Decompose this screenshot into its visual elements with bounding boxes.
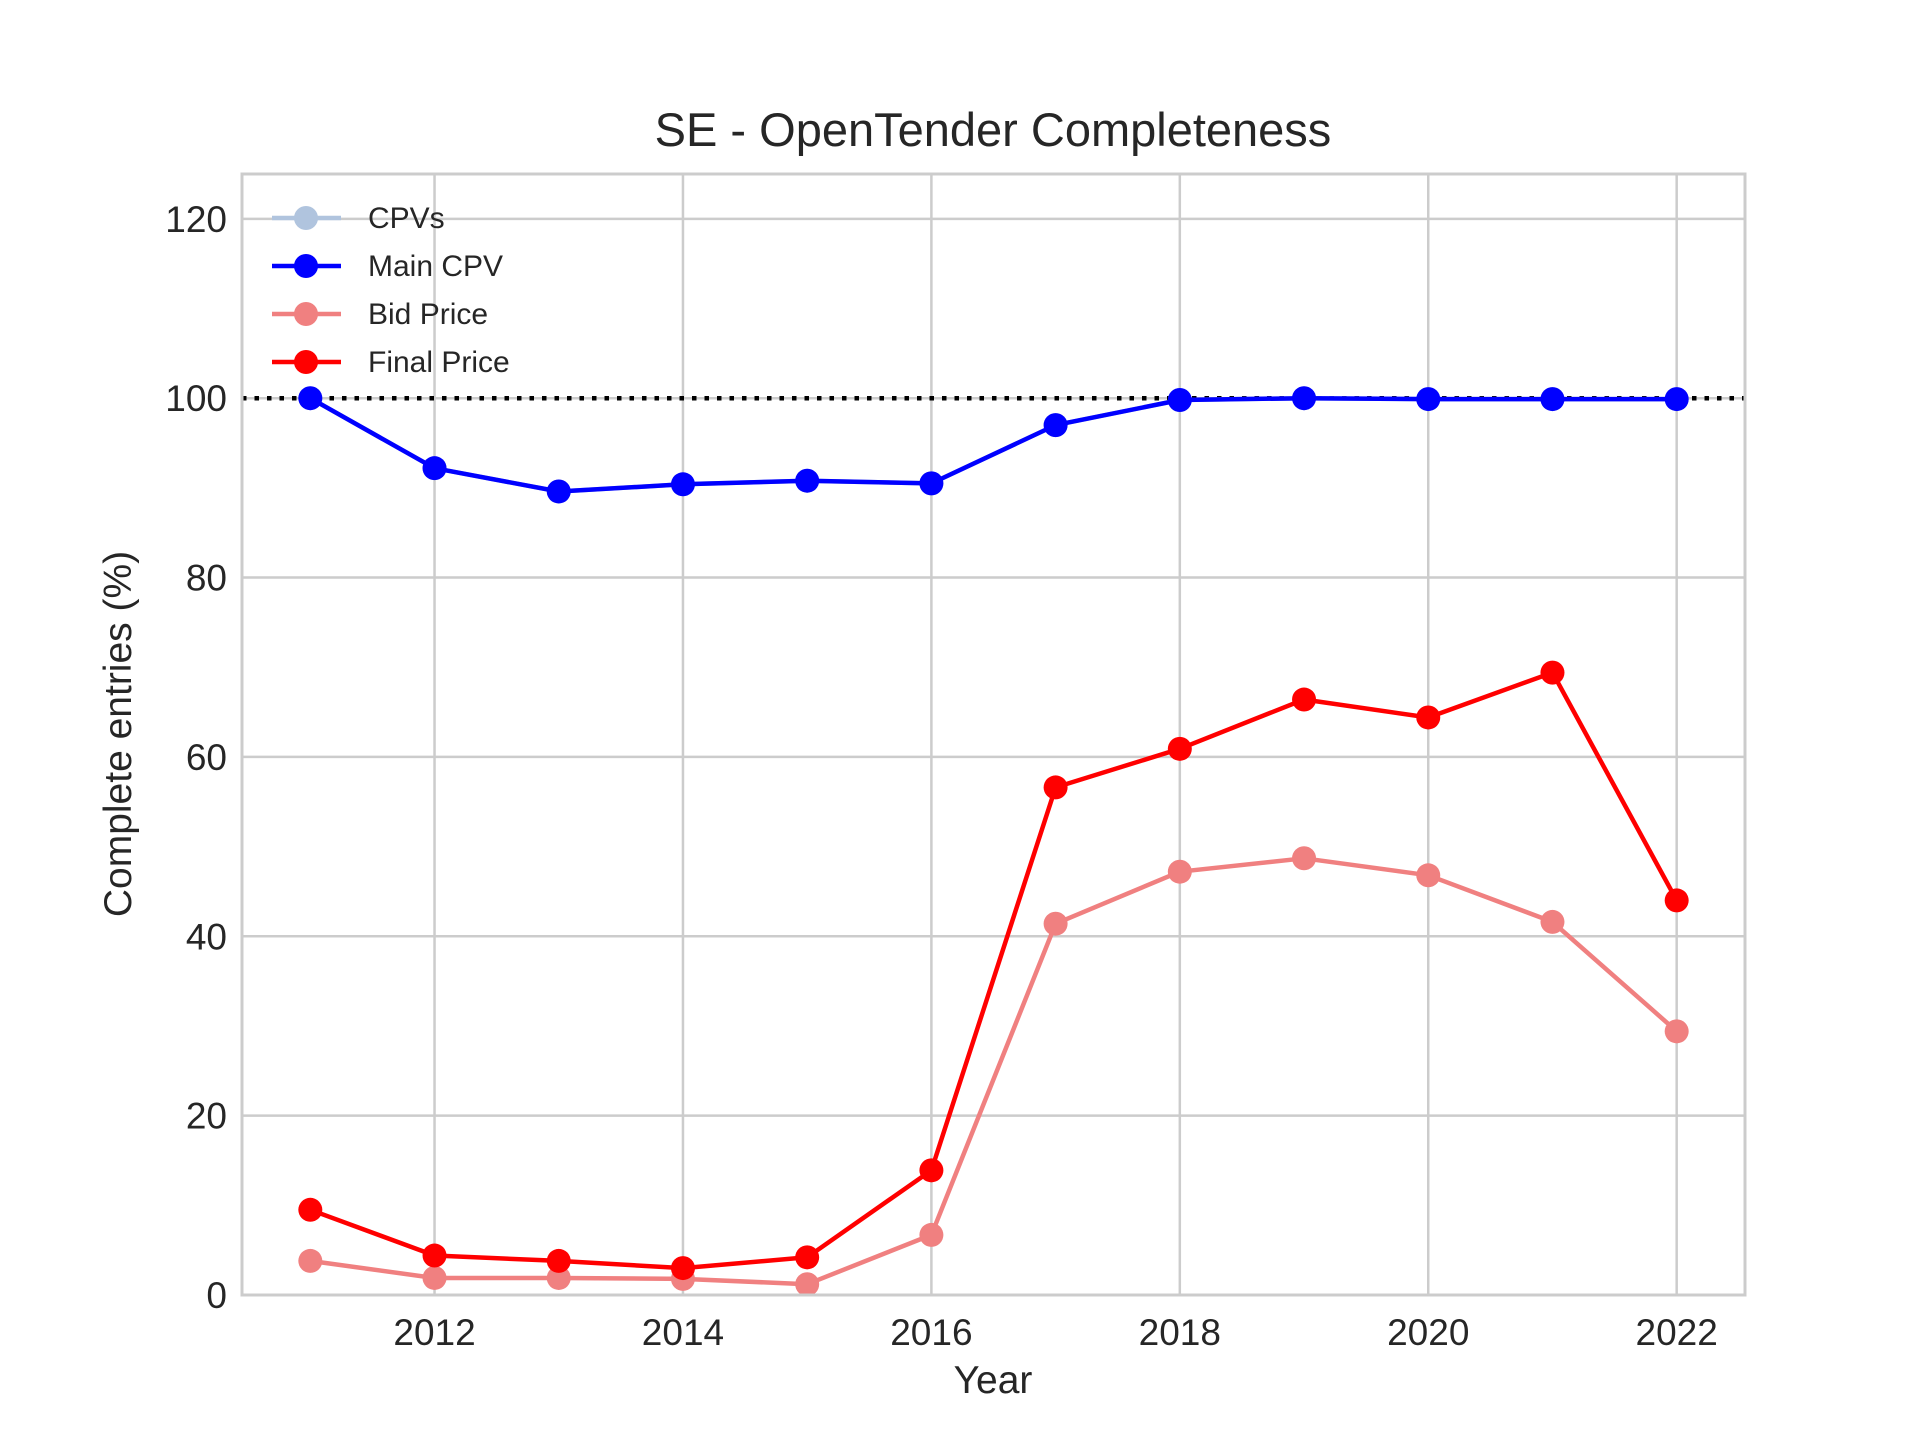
- data-point-bid-price: [546, 1265, 571, 1290]
- data-point-bid-price: [298, 1248, 323, 1273]
- legend-label: Bid Price: [368, 298, 488, 331]
- data-point-bid-price: [1664, 1019, 1689, 1044]
- grid: [242, 174, 1745, 1297]
- data-point-main-cpv: [919, 471, 944, 496]
- legend-item-main-cpv: Main CPV: [272, 250, 503, 283]
- legend-label: Final Price: [368, 346, 510, 379]
- data-point-bid-price: [1043, 911, 1068, 936]
- legend-label: CPVs: [368, 202, 445, 235]
- data-point-final-price: [670, 1256, 695, 1281]
- data-point-bid-price: [1292, 846, 1317, 871]
- data-point-main-cpv: [546, 479, 571, 504]
- y-axis-label: Complete entries (%): [97, 551, 140, 917]
- data-point-final-price: [919, 1158, 944, 1183]
- data-point-bid-price: [795, 1272, 820, 1297]
- series-line-bid-price: [309, 856, 1679, 1287]
- y-tick-label: 40: [186, 916, 227, 957]
- data-point-bid-price: [1540, 909, 1565, 934]
- data-point-main-cpv: [1167, 387, 1192, 412]
- y-tick-label: 60: [186, 737, 227, 778]
- y-tick-label: 80: [186, 558, 227, 599]
- legend-item-cpvs: CPVs: [272, 202, 445, 235]
- data-point-final-price: [1540, 660, 1565, 685]
- data-point-bid-price: [919, 1222, 944, 1247]
- y-tick-label: 0: [206, 1275, 227, 1316]
- data-point-main-cpv: [670, 472, 695, 497]
- y-tick-label: 120: [165, 199, 227, 240]
- legend-swatch-marker: [294, 254, 318, 278]
- y-tick-label: 100: [165, 378, 227, 419]
- legend-swatch-marker: [294, 350, 318, 374]
- legend: CPVs Main CPV Bid Price Final Price: [272, 202, 510, 379]
- data-point-main-cpv: [1416, 387, 1441, 412]
- series-bid-price: [298, 846, 1689, 1297]
- data-point-final-price: [298, 1197, 323, 1222]
- x-tick-label: 2020: [1387, 1312, 1469, 1353]
- data-point-bid-price: [422, 1265, 447, 1290]
- data-point-final-price: [795, 1245, 820, 1270]
- series-line-final-price: [309, 670, 1679, 1271]
- x-tick-label: 2018: [1139, 1312, 1221, 1353]
- tick-labels: 2012 2014 2016 2018 2020 2022 0 20 40 60 80 100 120: [165, 199, 1718, 1353]
- legend-label: Main CPV: [368, 250, 503, 283]
- y-tick-label: 20: [186, 1096, 227, 1137]
- series-line-main-cpv: [309, 395, 1677, 494]
- data-point-bid-price: [1416, 863, 1441, 888]
- series-final-price: [298, 660, 1689, 1281]
- chart-title: SE - OpenTender Completeness: [655, 103, 1332, 156]
- x-tick-label: 2012: [393, 1312, 475, 1353]
- data-point-main-cpv: [795, 468, 820, 493]
- data-point-final-price: [1043, 775, 1068, 800]
- series-group: [298, 386, 1689, 1297]
- data-point-final-price: [546, 1248, 571, 1273]
- legend-item-bid-price: Bid Price: [272, 298, 488, 331]
- data-point-final-price: [1167, 736, 1192, 761]
- x-axis-label: Year: [954, 1359, 1033, 1402]
- series-main-cpv: [298, 386, 1689, 504]
- data-point-main-cpv: [422, 456, 447, 481]
- data-point-final-price: [1292, 687, 1317, 712]
- data-point-final-price: [1664, 888, 1689, 913]
- data-point-main-cpv: [1540, 387, 1565, 412]
- data-point-final-price: [422, 1243, 447, 1268]
- legend-swatch-marker: [294, 206, 318, 230]
- x-tick-label: 2016: [890, 1312, 972, 1353]
- plot-frame: [240, 172, 1747, 1297]
- data-point-final-price: [1416, 705, 1441, 730]
- x-tick-label: 2014: [642, 1312, 724, 1353]
- data-point-bid-price: [1167, 859, 1192, 884]
- data-point-main-cpv: [298, 386, 323, 411]
- x-tick-label: 2022: [1636, 1312, 1718, 1353]
- legend-item-final-price: Final Price: [272, 346, 510, 379]
- data-point-main-cpv: [1292, 386, 1317, 411]
- data-point-main-cpv: [1664, 387, 1689, 412]
- data-point-main-cpv: [1043, 413, 1068, 438]
- legend-swatch-marker: [294, 302, 318, 326]
